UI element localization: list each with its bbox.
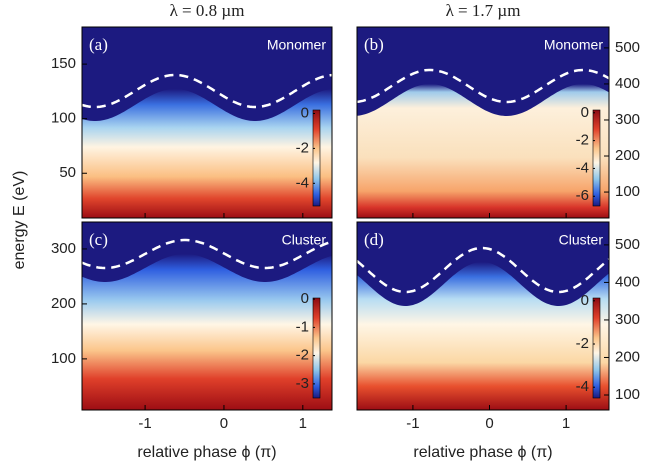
panel-frame xyxy=(81,26,333,219)
y-tick-label: 300 xyxy=(615,311,640,328)
panel-annotation: Monomer xyxy=(267,37,326,53)
panel-annotation: Cluster xyxy=(559,232,604,248)
y-tick-label: 100 xyxy=(51,110,76,127)
y-tick-label: 300 xyxy=(51,240,76,257)
x-tick-label: -1 xyxy=(138,415,151,432)
panel-annotation: Cluster xyxy=(282,232,327,248)
panel-label: (a) xyxy=(89,35,108,54)
colorbar-tick-label: -6 xyxy=(576,187,589,204)
colorbar-tick-label: -4 xyxy=(576,159,589,176)
heatmap xyxy=(82,254,332,410)
y-tick-label: 300 xyxy=(615,111,640,128)
y-tick-label: 500 xyxy=(615,236,640,253)
panel-title: λ = 0.8 µm xyxy=(170,1,245,20)
y-tick-label: 200 xyxy=(51,295,76,312)
colorbar-tick-label: 0 xyxy=(301,290,309,307)
y-tick-label: 500 xyxy=(615,39,640,56)
panel-title: λ = 1.7 µm xyxy=(446,1,521,20)
panel-frame xyxy=(356,221,610,411)
y-axis-label: energy E (eV) xyxy=(11,171,28,270)
panel-annotation: Monomer xyxy=(544,37,603,53)
colorbar xyxy=(312,109,321,207)
y-tick-label: 100 xyxy=(615,386,640,403)
heatmap xyxy=(357,84,609,218)
cutoff-curve xyxy=(356,68,610,104)
colorbar-tick-label: -2 xyxy=(576,335,589,352)
colorbar xyxy=(312,297,321,399)
x-tick-label: 1 xyxy=(562,415,570,432)
x-tick-label: 0 xyxy=(485,415,493,432)
heatmap xyxy=(82,89,332,218)
colorbar-tick-label: 0 xyxy=(301,104,309,121)
colorbar-tick-label: 0 xyxy=(581,104,589,121)
y-tick-label: 100 xyxy=(615,183,640,200)
x-axis-label: relative phase ϕ (π) xyxy=(137,444,276,461)
cutoff-curve xyxy=(81,73,333,109)
y-tick-label: 400 xyxy=(615,273,640,290)
heatmap xyxy=(357,262,609,410)
panel-frame xyxy=(81,221,333,411)
colorbar-tick-label: -4 xyxy=(576,378,589,395)
colorbar-tick-label: -3 xyxy=(296,375,309,392)
y-tick-label: 100 xyxy=(51,350,76,367)
x-tick-label: 1 xyxy=(299,415,307,432)
colorbar-tick-label: -2 xyxy=(576,132,589,149)
colorbar-tick-label: -2 xyxy=(296,139,309,156)
colorbar xyxy=(592,109,601,207)
panel-label: (b) xyxy=(364,35,384,54)
y-tick-label: 200 xyxy=(615,348,640,365)
colorbar-tick-label: -1 xyxy=(296,318,309,335)
panel-label: (c) xyxy=(89,230,108,249)
colorbar-tick-label: 0 xyxy=(581,292,589,309)
y-tick-label: 200 xyxy=(615,147,640,164)
y-tick-label: 150 xyxy=(51,55,76,72)
cutoff-curve xyxy=(356,246,610,294)
colorbar-tick-label: -4 xyxy=(296,174,309,191)
colorbar xyxy=(592,297,601,399)
panel-frame xyxy=(356,26,610,219)
x-axis-label: relative phase ϕ (π) xyxy=(413,444,552,461)
x-tick-label: 0 xyxy=(220,415,228,432)
colorbar-tick-label: -2 xyxy=(296,347,309,364)
y-tick-label: 50 xyxy=(59,164,76,181)
y-tick-label: 400 xyxy=(615,75,640,92)
panel-label: (d) xyxy=(364,230,384,249)
x-tick-label: -1 xyxy=(406,415,419,432)
